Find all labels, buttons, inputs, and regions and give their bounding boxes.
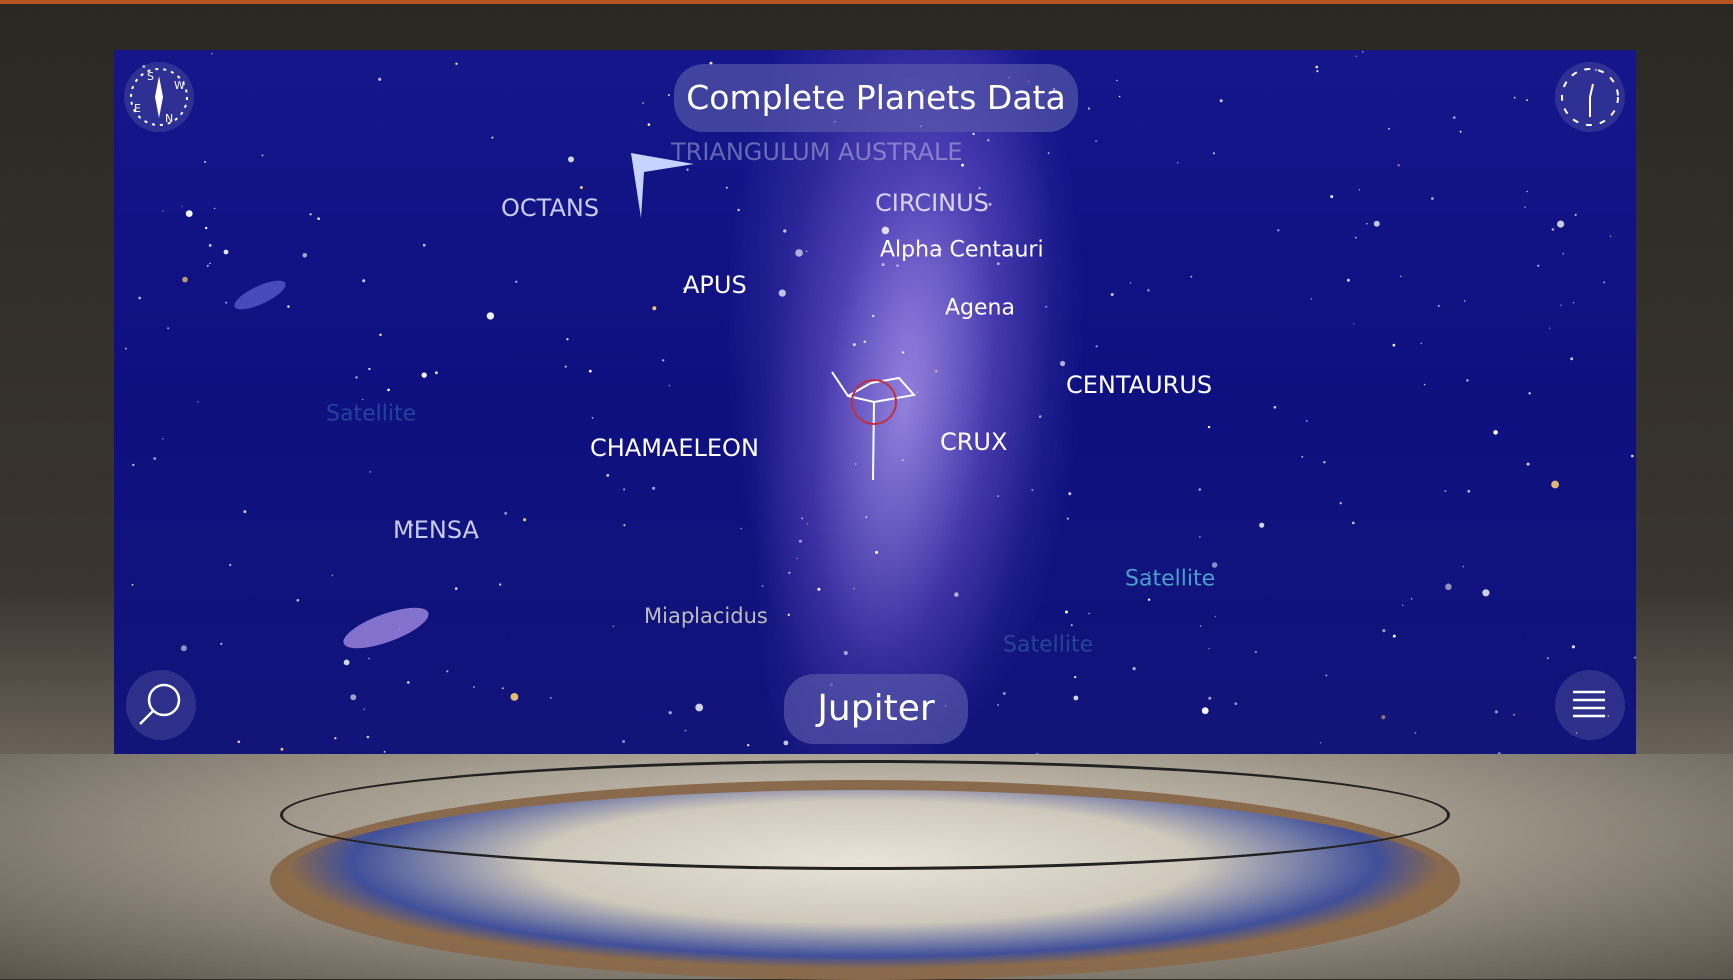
menu-button[interactable]	[1555, 670, 1625, 740]
search-button[interactable]	[126, 670, 196, 740]
compass-letter: W	[174, 79, 185, 92]
constellation-line	[873, 402, 874, 480]
compass-letter: S	[147, 70, 154, 83]
compass-icon	[124, 62, 194, 132]
constellation-label[interactable]: CHAMAELEON	[590, 434, 759, 462]
constellation-label: TRIANGULUM AUSTRALE	[671, 138, 963, 166]
galaxy	[231, 275, 289, 315]
rail	[280, 760, 1450, 870]
clock-icon	[1555, 62, 1625, 132]
galaxy	[339, 599, 433, 656]
time-button[interactable]	[1555, 62, 1625, 132]
search-icon	[126, 670, 196, 740]
title-button[interactable]: Complete Planets Data	[674, 64, 1078, 132]
star-label[interactable]: Alpha Centauri	[880, 238, 1044, 263]
constellation-label[interactable]: CRUX	[940, 428, 1007, 456]
menu-icon	[1555, 670, 1625, 740]
constellation-line	[832, 372, 914, 402]
constellation-label[interactable]: OCTANS	[501, 194, 599, 222]
constellation-label[interactable]: CIRCINUS	[875, 189, 989, 217]
constellation-label[interactable]: APUS	[683, 271, 747, 299]
compass-letter: N	[165, 112, 173, 125]
compass-button[interactable]: S W N E	[124, 62, 194, 132]
star-label[interactable]: Miaplacidus	[644, 604, 768, 628]
constellation-label[interactable]: CENTAURUS	[1066, 371, 1212, 399]
sky-view[interactable]: TRIANGULUM AUSTRALE OCTANS CIRCINUS Alph…	[114, 50, 1636, 754]
satellite-label[interactable]: Satellite	[1003, 633, 1093, 658]
satellite-label[interactable]: Satellite	[326, 402, 416, 427]
page: TRIANGULUM AUSTRALE OCTANS CIRCINUS Alph…	[0, 0, 1733, 979]
star-label[interactable]: Agena	[945, 296, 1015, 321]
satellite-label[interactable]: Satellite	[1125, 567, 1215, 592]
selected-object[interactable]: Jupiter	[784, 674, 968, 744]
compass-letter: E	[134, 102, 141, 115]
top-bar	[0, 0, 1733, 4]
constellation-label[interactable]: MENSA	[393, 516, 479, 544]
